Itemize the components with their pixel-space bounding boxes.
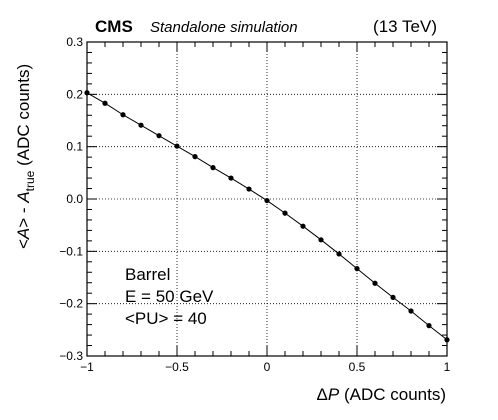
subtitle-label: Standalone simulation <box>150 19 298 36</box>
data-point <box>210 165 216 171</box>
data-point <box>408 308 414 314</box>
y-axis-title: <A> - Atrue (ADC counts) <box>14 64 37 249</box>
x-tick-label: −1 <box>80 360 94 374</box>
data-point <box>102 100 108 106</box>
series-layer <box>84 90 450 343</box>
data-point <box>318 237 324 243</box>
annotation-line-3: <PU> = 40 <box>125 309 207 328</box>
x-axis-title: ΔP (ADC counts) <box>317 385 446 404</box>
data-point <box>372 280 378 286</box>
data-point <box>300 223 306 229</box>
y-tick-label: 0.2 <box>66 87 83 101</box>
y-tick-label: 0.3 <box>66 35 83 49</box>
annotation-line-2: E = 50 GeV <box>125 287 214 306</box>
data-point <box>282 210 288 216</box>
data-point <box>228 175 234 181</box>
data-point <box>174 143 180 149</box>
data-point <box>246 186 252 192</box>
data-point <box>120 112 126 118</box>
y-tick-label: −0.2 <box>59 297 83 311</box>
x-tick-label: −0.5 <box>165 360 189 374</box>
axis-ticks: −1 −0.5 0 0.5 1 −0.3 −0.2 −0.1 0.0 0.1 0.2 0.3 <box>59 35 450 374</box>
y-tick-label: −0.1 <box>59 244 83 258</box>
data-point <box>84 90 90 96</box>
data-point <box>156 133 162 139</box>
x-tick-label: 0 <box>264 360 271 374</box>
data-point <box>192 154 198 160</box>
data-point <box>390 294 396 300</box>
x-tick-label: 1 <box>444 360 451 374</box>
cms-label: CMS <box>95 17 133 36</box>
y-tick-label: 0.1 <box>66 140 83 154</box>
data-point <box>264 197 270 204</box>
y-tick-label: −0.3 <box>59 349 83 363</box>
data-point <box>426 323 432 329</box>
data-point <box>354 266 360 272</box>
data-point <box>336 251 342 257</box>
energy-label: (13 TeV) <box>373 17 437 36</box>
y-tick-label: 0.0 <box>66 192 83 206</box>
data-point <box>138 122 144 128</box>
x-tick-label: 0.5 <box>349 360 366 374</box>
data-point <box>444 337 450 343</box>
grid <box>87 42 447 356</box>
annotation-block: Barrel E = 50 GeV <PU> = 40 <box>125 265 214 328</box>
annotation-line-1: Barrel <box>125 265 170 284</box>
